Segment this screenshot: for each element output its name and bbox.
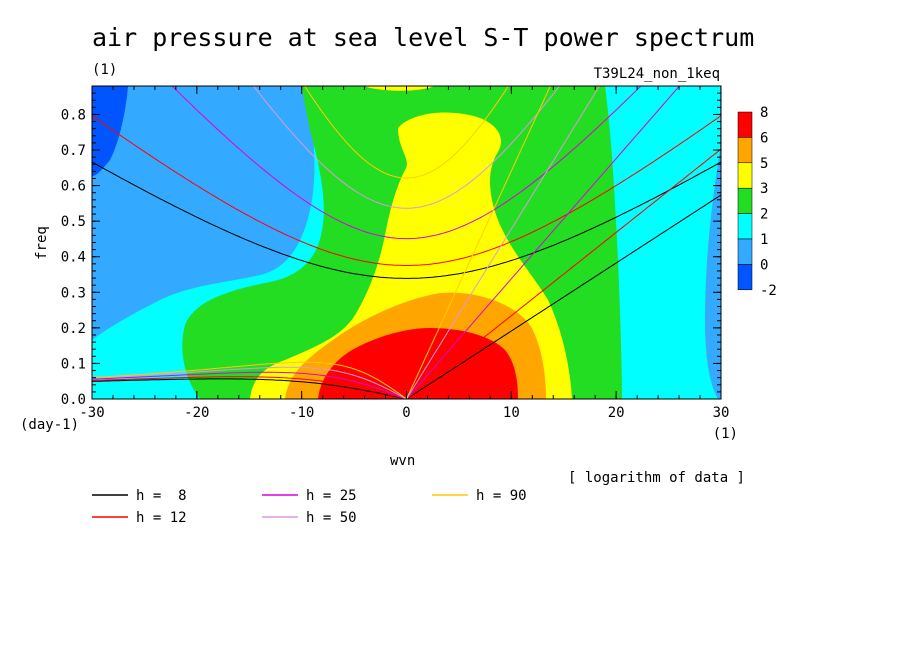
colorbar-label: 1 (760, 232, 768, 248)
legend-label: h = 8 (136, 488, 187, 504)
y-axis-units: (day-1) (20, 417, 79, 433)
x-axis-label: wvn (390, 453, 415, 469)
x-tick-label: 20 (608, 405, 625, 421)
colorbar-swatch (737, 238, 753, 265)
level-6-red-region (318, 328, 518, 399)
dispersion-curves (92, 86, 721, 399)
colorbar-label: 2 (760, 207, 768, 223)
legend-label: h = 12 (136, 510, 187, 526)
x-tick-label: -20 (184, 405, 209, 421)
plot-area (92, 86, 721, 399)
kelvin-wave-curve (406, 194, 721, 399)
y-tick-label: 0.3 (61, 285, 86, 301)
y-tick-label: 0.6 (61, 179, 86, 195)
level-0-blue-right (705, 150, 720, 399)
kelvin-wave-curve (406, 86, 551, 399)
rossby-wave-curve (92, 361, 407, 399)
legend-label: h = 25 (306, 488, 357, 504)
gravity-wave-curve (92, 161, 721, 279)
y-tick-label: 0.1 (61, 356, 86, 372)
colorbar-swatch (737, 264, 753, 291)
y-tick-label: 0.5 (61, 214, 86, 230)
colorbar-swatch (737, 137, 753, 164)
colorbar-label: 6 (760, 130, 768, 146)
colorbar-label: 0 (760, 257, 768, 273)
colorbar-label: 8 (760, 105, 768, 121)
x-axis-units: (1) (713, 426, 738, 442)
colorbar-label: 5 (760, 156, 768, 172)
title-units: (1) (92, 62, 117, 78)
log-note: [ logarithm of data ] (568, 470, 745, 486)
level-3-yellow-top (365, 86, 435, 91)
y-tick-label: 0.2 (61, 321, 86, 337)
level-0-dark-region (92, 86, 128, 176)
kelvin-wave-curve (406, 148, 721, 399)
gravity-wave-curve (304, 86, 509, 179)
x-tick-label: -30 (79, 405, 104, 421)
kelvin-wave-curve (406, 86, 681, 399)
rossby-wave-curve (92, 376, 407, 399)
experiment-label: T39L24_non_1keq (594, 66, 720, 82)
kelvin-wave-curve (406, 86, 601, 399)
y-tick-label: 0.0 (61, 392, 86, 408)
x-axis: -30 -20 -10 0 10 20 30 (79, 86, 729, 421)
colorbar-label: -2 (760, 283, 777, 299)
y-axis: 0.0 0.1 0.2 0.3 0.4 0.5 0.6 0.7 0.8 (61, 85, 721, 408)
x-tick-label: -10 (289, 405, 314, 421)
x-tick-label: 10 (503, 405, 520, 421)
colorbar: 8 6 5 3 2 1 0 -2 (737, 105, 777, 299)
x-tick-label: 30 (713, 405, 730, 421)
gravity-wave-curve (92, 115, 721, 266)
legend-label: h = 90 (476, 488, 527, 504)
level-1-cyan-right (605, 86, 720, 399)
colorbar-swatch (737, 213, 753, 240)
gravity-wave-curve (171, 86, 642, 240)
colorbar-swatch (737, 187, 753, 214)
y-axis-label: freq (34, 226, 50, 260)
colorbar-label: 3 (760, 181, 768, 197)
rossby-wave-curve (92, 366, 407, 399)
rossby-wave-curve (92, 378, 407, 399)
y-tick-label: 0.7 (61, 143, 86, 159)
colorbar-swatch (737, 162, 753, 189)
colorbar-swatch (737, 111, 753, 138)
gravity-wave-curve (252, 86, 561, 209)
y-tick-label: 0.8 (61, 107, 86, 123)
chart-title: air pressure at sea level S-T power spec… (92, 23, 754, 52)
legend: h = 8 h = 12 h = 25 h = 50 h = 90 (92, 488, 527, 526)
y-tick-label: 0.4 (61, 250, 86, 266)
legend-label: h = 50 (306, 510, 357, 526)
x-tick-label: 0 (402, 405, 410, 421)
rossby-wave-curve (92, 371, 407, 399)
